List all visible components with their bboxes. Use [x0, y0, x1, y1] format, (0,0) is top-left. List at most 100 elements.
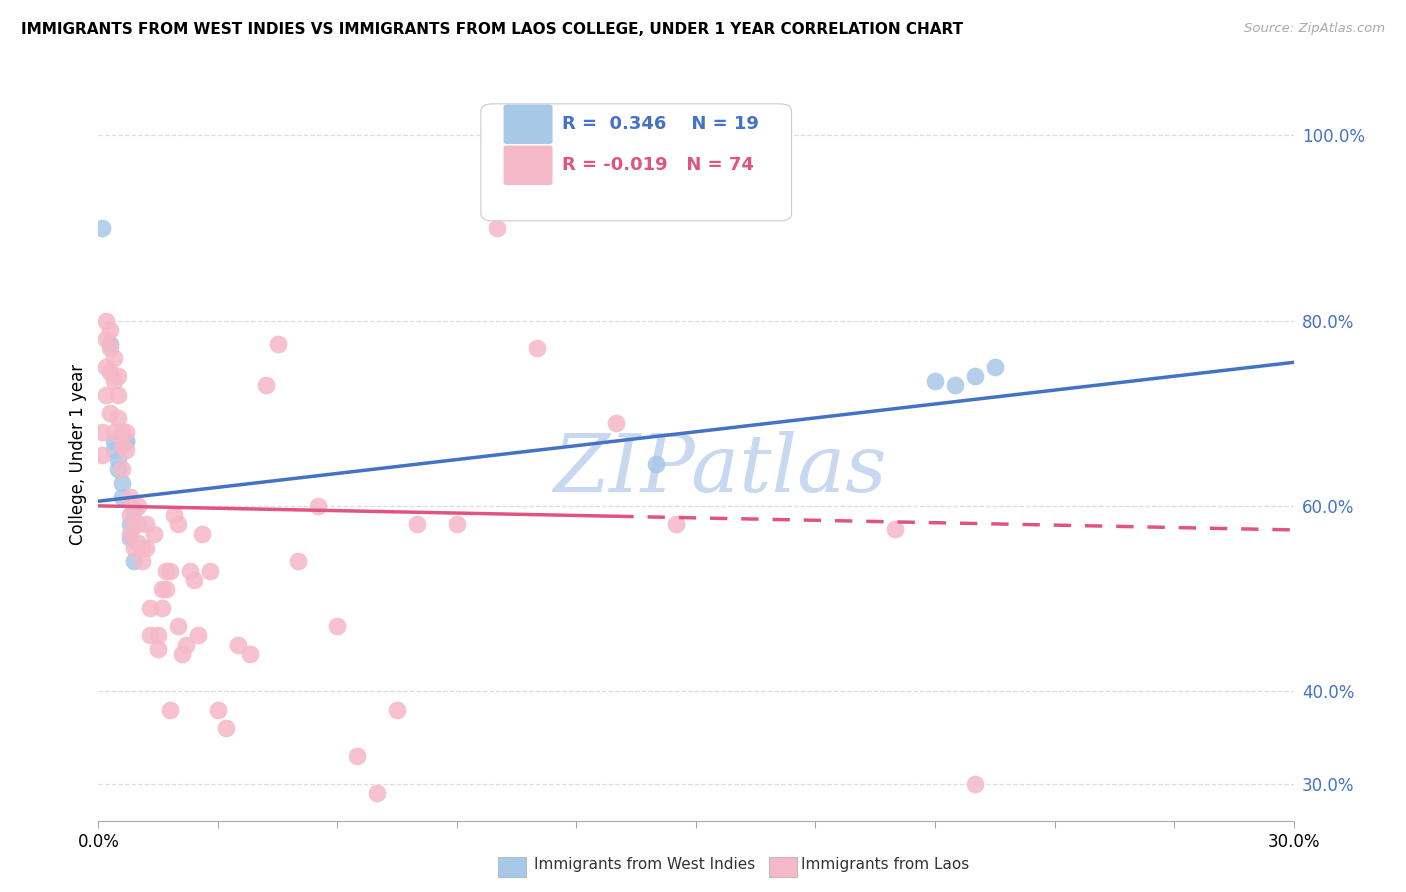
Point: [91, 448, 114, 462]
Point: [115, 434, 138, 448]
Point: [98, 342, 122, 356]
Point: [107, 462, 129, 476]
Point: [96, 313, 118, 327]
Point: [943, 378, 966, 392]
Point: [179, 564, 201, 578]
Point: [120, 508, 142, 522]
Point: [385, 702, 409, 716]
Point: [346, 748, 368, 763]
Point: [115, 434, 138, 448]
Point: [446, 517, 468, 532]
Point: [127, 536, 149, 550]
Point: [326, 619, 349, 633]
Point: [131, 541, 153, 555]
Text: R = -0.019   N = 74: R = -0.019 N = 74: [562, 156, 754, 174]
Point: [124, 554, 146, 568]
Point: [485, 221, 508, 235]
Point: [254, 378, 277, 392]
Point: [96, 359, 118, 374]
Point: [215, 721, 238, 735]
Text: Source: ZipAtlas.com: Source: ZipAtlas.com: [1244, 22, 1385, 36]
Point: [148, 642, 170, 657]
Point: [198, 564, 221, 578]
Point: [174, 638, 197, 652]
Point: [98, 406, 122, 420]
Point: [150, 600, 173, 615]
Point: [963, 369, 986, 384]
FancyBboxPatch shape: [503, 104, 553, 144]
Point: [172, 647, 194, 661]
Point: [91, 425, 114, 439]
Text: R =  0.346    N = 19: R = 0.346 N = 19: [562, 115, 759, 133]
Text: ZIPatlas: ZIPatlas: [553, 431, 887, 508]
Y-axis label: College, Under 1 year: College, Under 1 year: [69, 364, 87, 546]
Point: [526, 342, 548, 356]
Point: [115, 425, 138, 439]
Point: [103, 425, 125, 439]
Text: Immigrants from West Indies: Immigrants from West Indies: [534, 857, 755, 872]
Point: [226, 638, 249, 652]
Point: [120, 517, 142, 532]
Point: [124, 517, 146, 532]
Point: [98, 323, 122, 337]
Point: [665, 517, 688, 532]
Point: [107, 452, 129, 467]
Point: [167, 619, 190, 633]
Point: [155, 582, 177, 597]
Point: [191, 526, 214, 541]
Point: [406, 517, 429, 532]
Point: [183, 573, 205, 587]
Point: [884, 522, 907, 536]
Point: [103, 443, 125, 458]
Point: [287, 554, 309, 568]
Point: [96, 332, 118, 346]
Point: [963, 776, 986, 790]
Point: [135, 517, 157, 532]
Point: [127, 499, 149, 513]
Point: [124, 503, 146, 517]
Point: [159, 564, 181, 578]
Point: [103, 374, 125, 388]
Point: [139, 628, 162, 642]
Point: [111, 462, 134, 476]
Point: [645, 457, 668, 471]
FancyBboxPatch shape: [503, 145, 553, 185]
Point: [111, 425, 134, 439]
Point: [139, 600, 162, 615]
Point: [131, 554, 153, 568]
Point: [103, 351, 125, 365]
Point: [143, 526, 166, 541]
FancyBboxPatch shape: [481, 103, 792, 221]
Point: [307, 499, 329, 513]
Point: [103, 434, 125, 448]
Point: [111, 475, 134, 490]
Point: [155, 564, 177, 578]
Point: [91, 221, 114, 235]
Point: [120, 526, 142, 541]
Point: [127, 517, 149, 532]
Point: [120, 531, 142, 545]
Point: [239, 647, 262, 661]
Text: Immigrants from Laos: Immigrants from Laos: [801, 857, 970, 872]
Point: [135, 541, 157, 555]
Text: IMMIGRANTS FROM WEST INDIES VS IMMIGRANTS FROM LAOS COLLEGE, UNDER 1 YEAR CORREL: IMMIGRANTS FROM WEST INDIES VS IMMIGRANT…: [21, 22, 963, 37]
Point: [984, 359, 1007, 374]
Point: [107, 369, 129, 384]
Point: [98, 365, 122, 379]
Point: [124, 541, 146, 555]
Point: [120, 490, 142, 504]
Point: [98, 336, 122, 351]
Point: [366, 786, 388, 800]
Point: [96, 388, 118, 402]
Point: [111, 439, 134, 453]
Point: [111, 490, 134, 504]
Point: [605, 416, 627, 430]
Point: [148, 628, 170, 642]
Point: [107, 388, 129, 402]
Point: [163, 508, 186, 522]
Point: [107, 410, 129, 425]
Point: [924, 374, 946, 388]
Point: [115, 443, 138, 458]
Point: [267, 336, 290, 351]
Point: [207, 702, 229, 716]
